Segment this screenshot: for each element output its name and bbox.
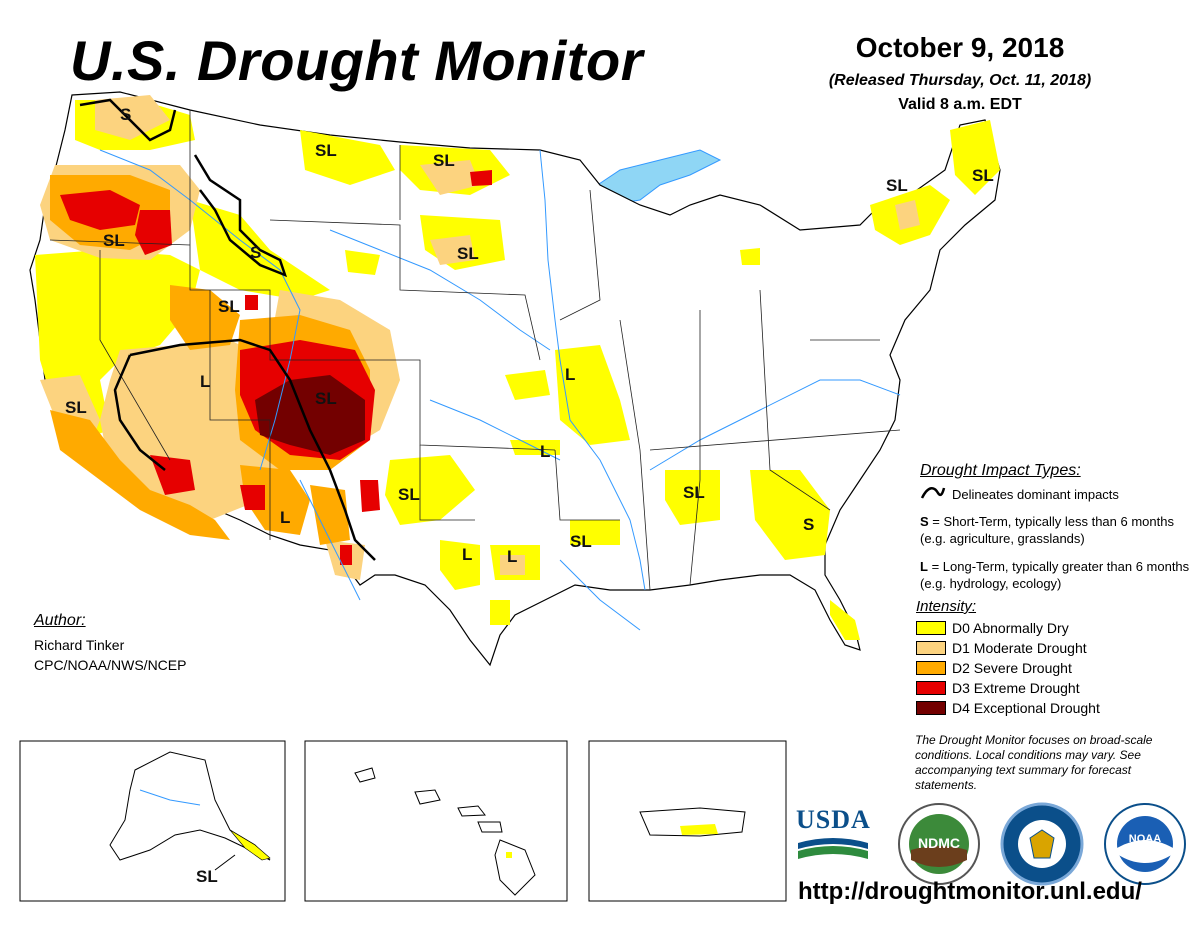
label-l-new-mexico: L xyxy=(280,508,290,527)
legend-d3: D3 Extreme Drought xyxy=(916,679,1080,697)
legend-swatch-d1 xyxy=(916,641,946,655)
usda-wave-icon xyxy=(796,835,870,861)
legend-swatch-d3 xyxy=(916,681,946,695)
author-organization: CPC/NOAA/NWS/NCEP xyxy=(34,657,186,673)
author-heading: Author: xyxy=(34,612,86,630)
legend-label-d0: D0 Abnormally Dry xyxy=(952,620,1069,636)
label-sl-colorado: SL xyxy=(315,389,337,408)
label-s-northwest: S xyxy=(120,105,131,124)
short-term-text: = Short-Term, typically less than 6 mont… xyxy=(920,514,1174,546)
legend-d4: D4 Exceptional Drought xyxy=(916,699,1100,717)
website-url: http://droughtmonitor.unl.edu/ xyxy=(798,878,1142,906)
legend-label-d1: D1 Moderate Drought xyxy=(952,640,1087,656)
delineation-line-icon xyxy=(920,484,946,502)
short-term-description: S = Short-Term, typically less than 6 mo… xyxy=(920,513,1190,547)
noaa-logo-text: NOAA xyxy=(1129,833,1161,845)
legend-d1: D1 Moderate Drought xyxy=(916,639,1087,657)
label-s-idaho: S xyxy=(250,243,261,262)
disclaimer-note: The Drought Monitor focuses on broad-sca… xyxy=(915,733,1185,793)
legend-d2: D2 Severe Drought xyxy=(916,659,1072,677)
legend-swatch-d4 xyxy=(916,701,946,715)
label-s-georgia: S xyxy=(803,515,814,534)
legend-d0: D0 Abnormally Dry xyxy=(916,619,1069,637)
label-sl-south-dakota: SL xyxy=(457,244,479,263)
intensity-heading: Intensity: xyxy=(916,598,976,615)
label-l-texas-east: L xyxy=(507,547,517,566)
label-sl-louisiana: SL xyxy=(570,532,592,551)
legend-label-d4: D4 Exceptional Drought xyxy=(952,700,1100,716)
noaa-logo: NOAA xyxy=(1103,802,1187,886)
inset-hawaii xyxy=(305,741,567,901)
label-l-nevada: L xyxy=(200,372,210,391)
label-sl-montana: SL xyxy=(315,141,337,160)
inset-puerto-rico xyxy=(589,741,786,901)
ndmc-logo: NDMC xyxy=(897,802,981,886)
legend-label-d3: D3 Extreme Drought xyxy=(952,680,1080,696)
long-term-key: L xyxy=(920,559,928,574)
label-sl-california: SL xyxy=(65,398,87,417)
label-l-texas-central: L xyxy=(462,545,472,564)
ndmc-logo-text: NDMC xyxy=(918,835,960,851)
long-term-text: = Long-Term, typically greater than 6 mo… xyxy=(920,559,1189,591)
author-name: Richard Tinker xyxy=(34,637,124,653)
inset-alaska: SL xyxy=(20,741,285,901)
legend-swatch-d2 xyxy=(916,661,946,675)
legend-swatch-d0 xyxy=(916,621,946,635)
usda-logo-text: USDA xyxy=(796,805,870,835)
label-l-missouri: L xyxy=(565,365,575,384)
label-sl-utah: SL xyxy=(218,297,240,316)
commerce-seal xyxy=(1000,802,1084,886)
label-sl-oregon: SL xyxy=(103,231,125,250)
label-sl-north-dakota: SL xyxy=(433,151,455,170)
delineation-description: Delineates dominant impacts xyxy=(952,487,1119,502)
label-sl-alaska: SL xyxy=(196,867,218,886)
impact-types-heading: Drought Impact Types: xyxy=(920,462,1081,480)
label-sl-texas-panhandle: SL xyxy=(398,485,420,504)
label-sl-maine: SL xyxy=(972,166,994,185)
label-sl-new-york: SL xyxy=(886,176,908,195)
legend-label-d2: D2 Severe Drought xyxy=(952,660,1072,676)
long-term-description: L = Long-Term, typically greater than 6 … xyxy=(920,558,1190,592)
label-sl-mississippi: SL xyxy=(683,483,705,502)
label-l-oklahoma: L xyxy=(540,442,550,461)
usda-logo: USDA xyxy=(796,805,870,863)
short-term-key: S xyxy=(920,514,929,529)
